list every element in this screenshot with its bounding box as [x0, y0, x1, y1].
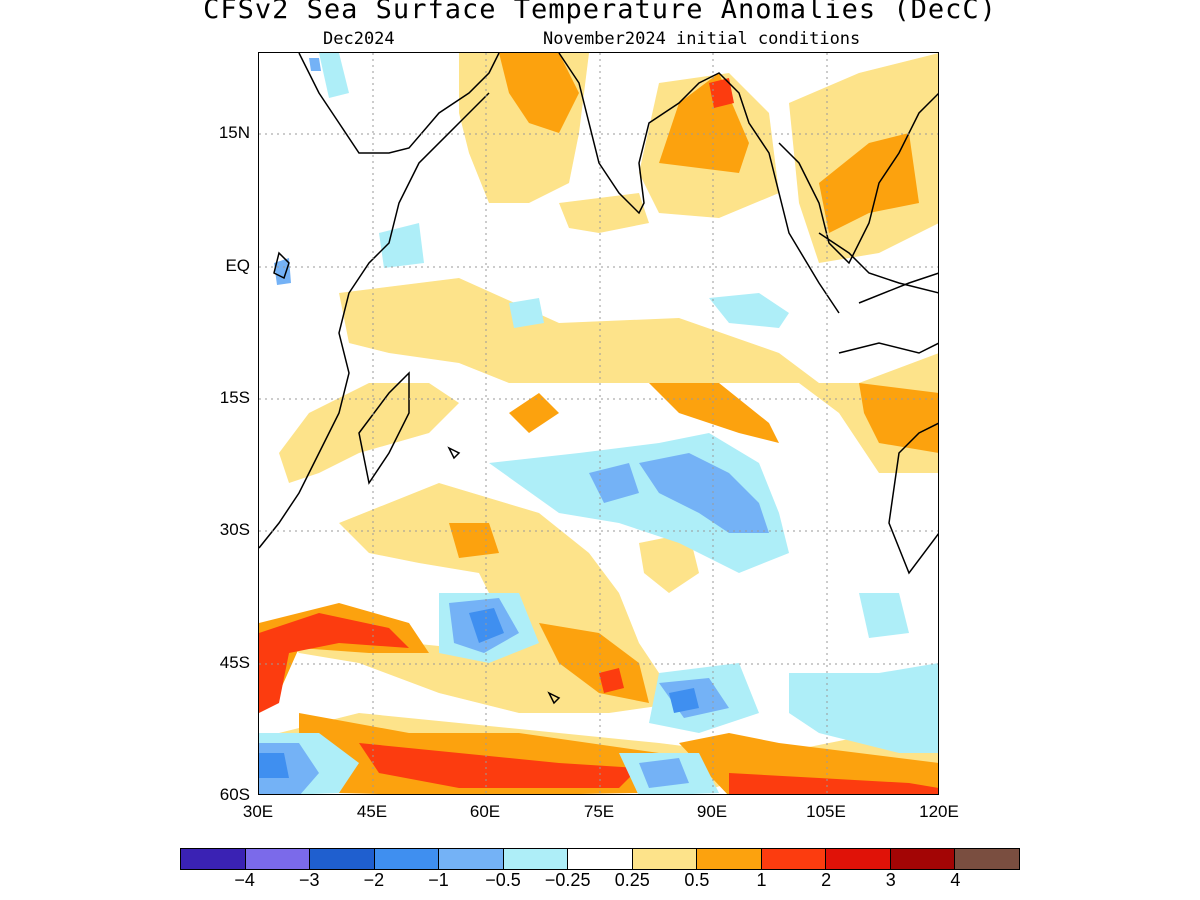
- lat-label-15s: 15S: [219, 388, 250, 407]
- colorbar-label: −2: [363, 870, 385, 890]
- colorbar-label: 2: [821, 870, 832, 890]
- lon-label-60e: 60E: [469, 802, 501, 821]
- lat-label-45s: 45S: [219, 653, 250, 672]
- colorbar-swatch: [890, 849, 956, 869]
- anomaly-fill-strong-negative: [259, 608, 699, 778]
- colorbar-swatch: [374, 849, 440, 869]
- lat-label-15n: 15N: [218, 123, 250, 142]
- sst-anomaly-map: [258, 52, 939, 795]
- lon-label-90e: 90E: [696, 802, 728, 821]
- colorbar-label: −0.25: [544, 870, 591, 890]
- colorbar-swatch: [761, 849, 827, 869]
- colorbar-swatch: [826, 849, 891, 869]
- lon-label-105e: 105E: [806, 802, 846, 821]
- colorbar-label: 4: [950, 870, 961, 890]
- lat-label-30s: 30S: [219, 520, 250, 539]
- colorbar-swatch: [310, 849, 375, 869]
- lat-label-eq: EQ: [225, 256, 250, 275]
- anomaly-fill-strong-positive: [259, 78, 938, 794]
- colorbar-swatch: [439, 849, 504, 869]
- colorbar-label: −3: [298, 870, 320, 890]
- map-canvas: [259, 53, 938, 794]
- coastlines: [259, 53, 938, 705]
- lon-label-45e: 45E: [356, 802, 388, 821]
- lat-label-60s: 60S: [219, 785, 250, 804]
- init-conditions-label: November2024 initial conditions: [543, 29, 861, 49]
- colorbar-swatch: [181, 849, 246, 869]
- colorbar-swatch: [503, 849, 569, 869]
- colorbar-swatch: [955, 849, 1019, 869]
- colorbar-swatch: [697, 849, 762, 869]
- colorbar-label: −4: [234, 870, 255, 890]
- valid-month-label: Dec2024: [323, 29, 395, 49]
- colorbar-label: 0.25: [614, 870, 650, 890]
- map-title: CFSv2 Sea Surface Temperature Anomalies …: [203, 0, 997, 25]
- lon-label-30e: 30E: [242, 802, 274, 821]
- lon-label-120e: 120E: [919, 802, 959, 821]
- colorbar-swatch: [632, 849, 698, 869]
- colorbar-label: 3: [885, 870, 896, 890]
- colorbar-label: 0.5: [684, 870, 710, 890]
- colorbar-label: −1: [428, 870, 449, 890]
- lon-label-75e: 75E: [583, 802, 615, 821]
- colorbar: [180, 848, 1020, 870]
- colorbar-swatch: [245, 849, 311, 869]
- colorbar-swatch: [568, 849, 633, 869]
- graticule: [259, 53, 938, 794]
- colorbar-label: −0.5: [485, 870, 521, 890]
- colorbar-label: 1: [756, 870, 767, 890]
